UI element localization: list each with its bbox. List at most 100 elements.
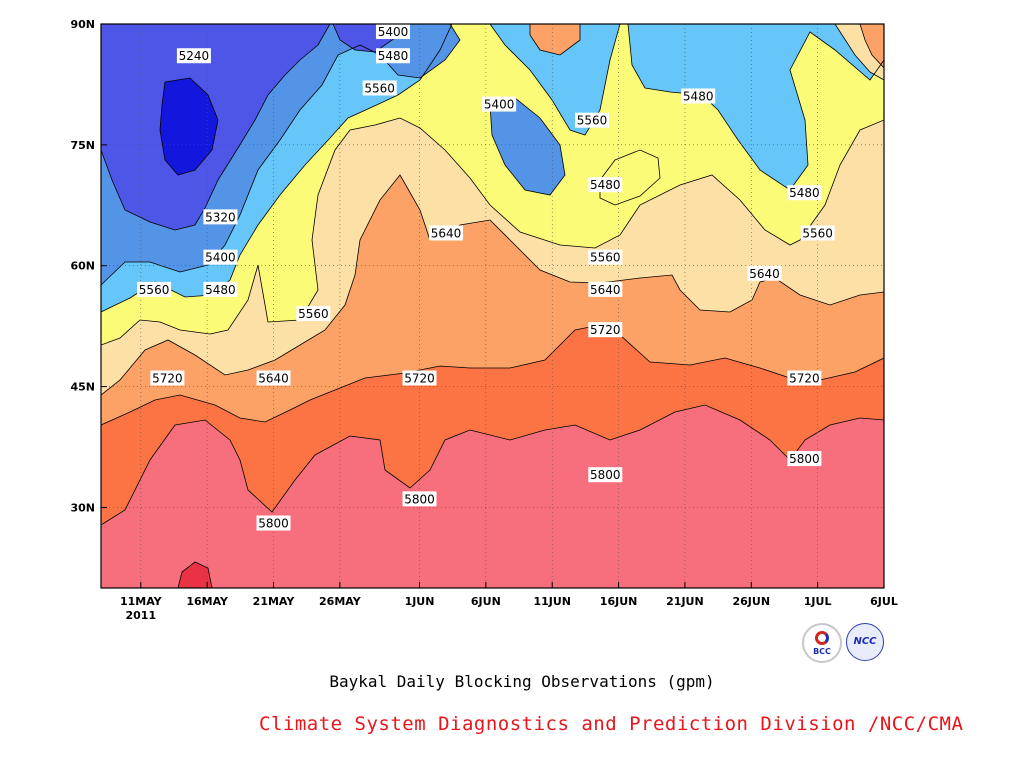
contour-label-text: 5720 [152,372,183,386]
contour-label-bg [429,225,464,241]
contour-label: 5720 [588,322,623,338]
contour-lines [101,24,884,588]
contour-5480-tongue [599,149,661,206]
contour-label-bg [588,177,623,193]
contour-label: 5640 [429,225,464,241]
contour-label: 5320 [203,209,238,225]
band-5640-5720-top-right [860,24,884,68]
chart-title: Baykal Daily Blocking Observations (gpm) [329,672,715,691]
contour-label-bg [588,322,623,338]
credit-line: Climate System Diagnostics and Predictio… [259,713,964,735]
contour-label-bg [256,370,291,386]
contour-label: 5560 [137,281,172,297]
contour-label-text: 5400 [205,251,236,265]
contour-label-text: 5320 [205,210,236,224]
ncc-logo: NCC [846,623,884,661]
y-tick-label: 45N [70,381,95,394]
contour-label-bg [402,370,437,386]
contour-label-text: 5640 [590,283,621,297]
contour-label: 5400 [203,249,238,265]
contour-label: 5800 [588,467,623,483]
contour-label: 5480 [787,185,822,201]
contour-label-bg [203,281,238,297]
x-tick-label: 16MAY [186,595,229,608]
contour-label: 5240 [176,48,211,64]
contour-label-text: 5480 [590,178,621,192]
contour-label: 5720 [787,370,822,386]
contour-label-text: 5400 [378,25,409,39]
contour-label-text: 5640 [749,267,780,281]
contour-label-bg [575,112,610,128]
contour-label: 5800 [787,451,822,467]
contour-label-bg [203,209,238,225]
contour-5640-top-right [859,24,884,69]
contour-label-text: 5560 [298,307,329,321]
x-tick-label: 1JUN [405,595,435,608]
contour-label-text: 5480 [683,90,714,104]
contour-5880 [177,561,213,588]
contour-label-bg [588,281,623,297]
band-below-5240 [160,78,218,175]
contour-label-bg [375,48,410,64]
contour-label-text: 5640 [258,372,289,386]
x-axis: 11MAY 16MAY 21MAY 26MAY 1JUN 6JUN 11JUN 16JUN 21… [120,582,898,622]
contour-label-bg [787,370,822,386]
grid-lines [101,24,884,588]
y-tick-label: 60N [70,260,95,273]
x-tick-label: 11MAY [120,595,163,608]
bcc-logo-text: BCC [813,647,831,656]
contour-label-bg [296,306,331,322]
contour-label-bg [800,225,835,241]
contour-label-text: 5240 [179,49,210,63]
contour-5720 [101,324,884,426]
contour-label-bg [150,370,185,386]
x-tick-label: 26MAY [319,595,362,608]
contour-label-text: 5400 [484,98,515,112]
y-tick-label: 75N [70,139,95,152]
y-tick-label: 90N [70,18,95,31]
contour-label: 5560 [362,80,397,96]
x-tick-label: 16JUN [600,595,638,608]
band-above-5880 [178,562,212,588]
x-tick-label: 1JUL [804,595,832,608]
contour-5400 [101,24,461,286]
contour-label-text: 5720 [404,372,435,386]
contour-label: 5640 [747,265,782,281]
contour-5640 [101,174,884,396]
contour-5480 [101,24,884,313]
contour-label-text: 5560 [802,226,833,240]
band-5640-5720-top-blob [530,24,580,55]
contour-label-text: 5640 [431,226,462,240]
contour-label-bg [787,185,822,201]
contour-label: 5560 [575,112,610,128]
plot-frame [100,23,885,589]
contour-label-text: 5800 [590,468,621,482]
contour-label-text: 5480 [205,283,236,297]
contour-label: 5800 [402,491,437,507]
contour-label: 5640 [256,370,291,386]
contour-label-bg [681,88,716,104]
x-tick-label: 26JUN [733,595,771,608]
bcc-mark-icon [815,631,829,645]
contour-label: 5560 [800,225,835,241]
contour-label-bg [402,491,437,507]
x-tick-label: 21JUN [666,595,704,608]
contour-label-bg [588,249,623,265]
contour-label-text: 5720 [789,372,820,386]
contour-label-text: 5560 [590,251,621,265]
x-tick-label: 21MAY [253,595,296,608]
contour-label-bg [482,96,517,112]
y-axis: 30N 45N 60N 75N 90N [70,18,107,514]
contour-labels: 5240 5320 5400 5480 5560 5560 5640 5720 5800 5400… [137,24,835,531]
x-tick-label: 6JUN [471,595,501,608]
contour-label-text: 5720 [590,323,621,337]
contour-label: 5560 [296,306,331,322]
contour-label-text: 5480 [378,49,409,63]
contour-label: 5400 [375,24,410,40]
contour-5800 [101,404,884,526]
contour-label: 5480 [203,281,238,297]
contour-label-text: 5800 [789,452,820,466]
contour-label: 5800 [256,515,291,531]
contour-label-bg [787,451,822,467]
